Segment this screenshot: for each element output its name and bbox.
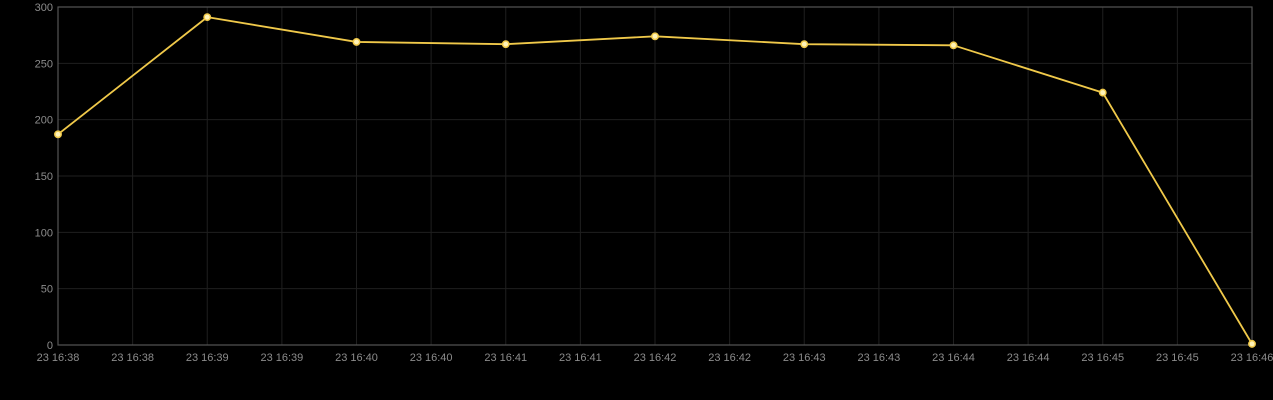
- data-point[interactable]: [352, 37, 361, 46]
- y-tick-label: 200: [35, 115, 53, 127]
- chart-grid: [57, 6, 1253, 346]
- data-point[interactable]: [800, 40, 809, 49]
- plot-border: [57, 6, 1253, 346]
- x-tick-label: 23 16:43: [783, 352, 826, 364]
- x-tick-label: 23 16:39: [260, 352, 303, 364]
- data-point[interactable]: [54, 130, 62, 139]
- x-tick-label: 23 16:38: [37, 352, 80, 364]
- y-tick-label: 0: [47, 340, 53, 352]
- data-point[interactable]: [651, 32, 659, 41]
- data-point[interactable]: [1098, 88, 1107, 97]
- x-tick-label: 23 16:40: [410, 352, 453, 364]
- x-tick-label: 23 16:42: [634, 352, 677, 364]
- y-tick-label: 50: [41, 284, 53, 296]
- x-tick-label: 23 16:42: [708, 352, 751, 364]
- data-point[interactable]: [501, 40, 510, 49]
- y-tick-label: 250: [35, 58, 53, 70]
- y-tick-label: 100: [35, 227, 53, 239]
- x-tick-label: 23 16:41: [559, 352, 602, 364]
- x-tick-label: 23 16:44: [1007, 352, 1050, 364]
- y-tick-label: 150: [35, 171, 53, 183]
- x-tick-label: 23 16:45: [1081, 352, 1124, 364]
- data-point[interactable]: [949, 41, 958, 50]
- y-axis-ticks: 0 50 100 150 200 250 300: [35, 2, 53, 352]
- x-tick-label: 23 16:43: [857, 352, 900, 364]
- x-tick-label: 23 16:45: [1156, 352, 1199, 364]
- data-point[interactable]: [1248, 339, 1256, 348]
- series-group: [54, 13, 1256, 348]
- y-tick-label: 300: [35, 2, 53, 14]
- x-tick-label: 23 16:38: [111, 352, 154, 364]
- x-tick-label: 23 16:44: [932, 352, 975, 364]
- plot-frame: [57, 6, 1253, 346]
- x-tick-label: 23 16:40: [335, 352, 378, 364]
- data-point[interactable]: [203, 13, 212, 22]
- x-tick-label: 23 16:41: [484, 352, 527, 364]
- x-tick-label: 23 16:46: [1231, 352, 1273, 364]
- x-tick-label: 23 16:39: [186, 352, 229, 364]
- x-axis-ticks: 23 16:38 23 16:38 23 16:39 23 16:39 23 16:40…: [37, 352, 1273, 364]
